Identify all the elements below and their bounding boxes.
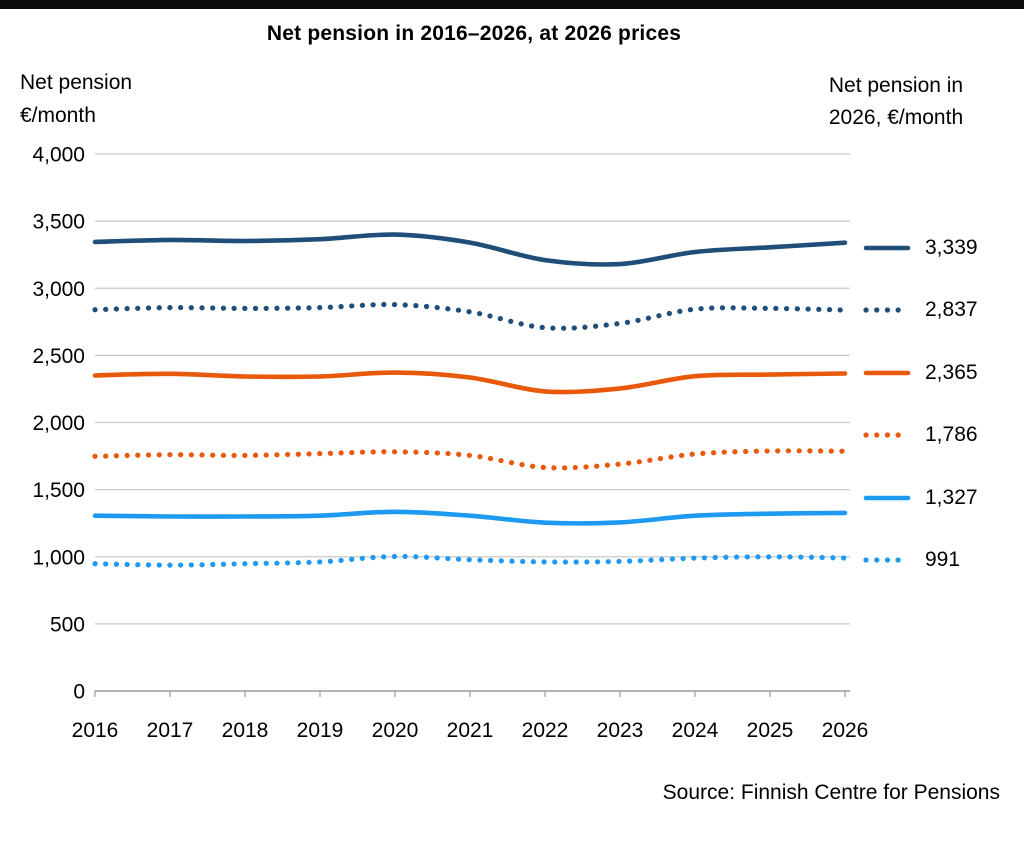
top-border-bar [0,0,1024,9]
legend-value: 3,339 [925,236,978,259]
y-tick-label: 3,000 [32,278,85,301]
series-line-orange-dotted [92,448,848,471]
legend-value: 1,786 [925,423,978,446]
legend-swatch-orange-solid-icon [863,370,911,376]
x-tick-label: 2018 [222,719,269,742]
legend-item: 991 [862,547,960,573]
legend-item: 1,786 [862,422,978,448]
x-tick-label: 2023 [597,719,644,742]
y-tick-label: 2,500 [32,345,85,368]
legend-swatch-light-blue-solid-icon [863,495,911,501]
chart-title: Net pension in 2016–2026, at 2026 prices [266,22,682,45]
series-line-dark-blue-solid [92,232,848,267]
legend-value: 2,837 [925,298,978,321]
y-axis-title-line2: €/month [20,104,96,127]
y-tick-label: 2,000 [32,412,85,435]
x-tick-label: 2017 [147,719,194,742]
x-tick-label: 2020 [372,719,419,742]
x-tick-label: 2025 [747,719,794,742]
series-line-light-blue-solid [92,509,848,526]
legend-value: 991 [925,548,961,571]
y-tick-label: 500 [50,613,85,636]
legend-title: Net pension in 2026, €/month [804,70,988,134]
y-tick-label: 1,500 [32,479,85,502]
y-tick-label: 1,000 [32,546,85,569]
x-tick-label: 2022 [522,719,569,742]
y-tick-label: 3,500 [32,211,85,234]
legend-item: 3,339 [862,235,978,261]
series-line-light-blue-dotted [92,553,848,568]
x-tick-label: 2016 [72,719,119,742]
x-tick-label: 2021 [447,719,494,742]
legend-item: 2,837 [862,297,978,323]
legend-item: 2,365 [862,360,978,386]
legend-title-line2: 2026, €/month [828,106,964,129]
y-tick-label: 4,000 [32,144,85,167]
legend-swatch-light-blue-dotted-icon [863,557,911,563]
line-chart-plot-area: 0 500 1,000 1,500 2,000 2,500 3,000 3,500 4,000 2… [32,144,869,743]
legend-value: 1,327 [925,486,978,509]
x-tick-label: 2026 [822,719,869,742]
legend-value: 2,365 [925,361,978,384]
source-note: Source: Finnish Centre for Pensions [662,781,1000,804]
series-line-orange-solid [92,370,848,395]
series-line-dark-blue-dotted [92,301,848,331]
legend-swatch-dark-blue-dotted-icon [863,307,911,313]
legend-title-line1: Net pension in [828,74,964,97]
y-axis-title-line1: Net pension [20,71,133,94]
y-axis-title: Net pension €/month [20,66,132,132]
x-tick-label: 2024 [672,719,719,742]
legend-swatch-orange-dotted-icon [863,432,911,438]
x-tick-label: 2019 [297,719,344,742]
legend-item: 1,327 [862,485,978,511]
legend-swatch-dark-blue-solid-icon [863,245,911,251]
y-tick-label: 0 [73,681,85,704]
